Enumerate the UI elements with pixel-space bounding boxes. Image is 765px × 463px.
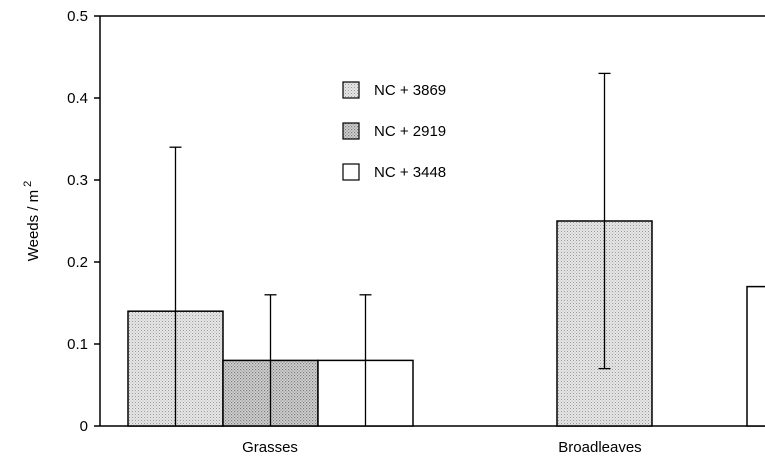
- y-tick-label: 0: [80, 418, 88, 435]
- x-axis-labels: Grasses Broadleaves: [242, 439, 642, 456]
- y-axis-label-superscript: 2: [22, 181, 34, 187]
- y-tick-label: 0.5: [67, 8, 88, 25]
- legend: NC + 3869 NC + 2919 NC + 3448: [342, 81, 446, 181]
- y-axis-label-text: Weeds / m: [25, 190, 42, 261]
- legend-label: NC + 2919: [374, 123, 446, 140]
- category-label: Broadleaves: [558, 439, 641, 456]
- legend-label: NC + 3448: [374, 164, 446, 181]
- y-tick-label: 0.4: [67, 90, 88, 107]
- category-label: Grasses: [242, 439, 298, 456]
- legend-swatch: [342, 122, 360, 140]
- error-bars: [169, 72, 611, 426]
- y-axis-label: Weeds / m 2: [22, 181, 42, 262]
- y-tick-label: 0.1: [67, 336, 88, 353]
- legend-swatch: [342, 163, 360, 181]
- y-tick-label: 0.3: [67, 172, 88, 189]
- y-axis-ticks: 0 0.1 0.2 0.3 0.4 0.5: [67, 8, 100, 435]
- legend-swatch: [342, 81, 360, 99]
- y-tick-label: 0.2: [67, 254, 88, 271]
- legend-label: NC + 3869: [374, 82, 446, 99]
- bars: [127, 220, 765, 427]
- bar-1-2: [746, 285, 765, 427]
